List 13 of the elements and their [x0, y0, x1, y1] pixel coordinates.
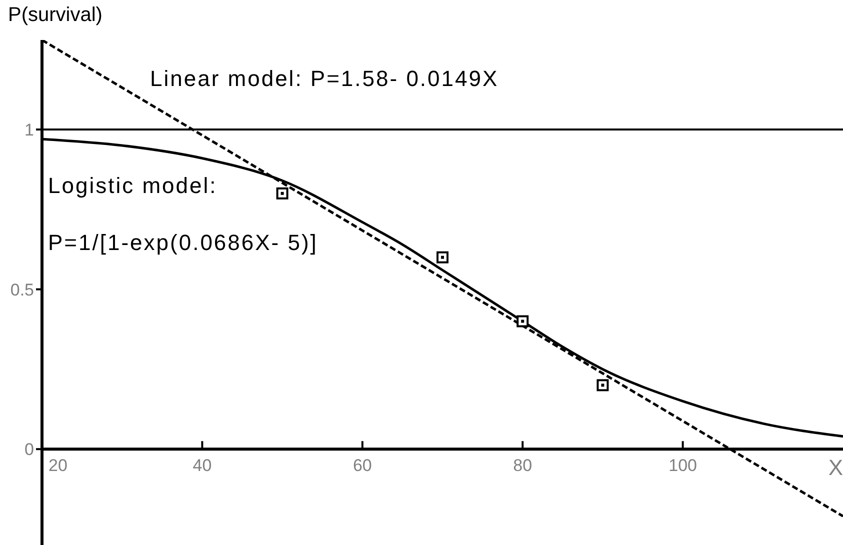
y-tick-label: 0	[24, 440, 34, 460]
y-axis-title: P(survival)	[8, 4, 102, 27]
y-tick-label: 0.5	[10, 280, 34, 300]
x-tick-label: 20	[48, 456, 68, 476]
annotation: Linear model: P=1.58- 0.0149X	[150, 66, 499, 92]
x-tick-label: 60	[352, 456, 372, 476]
x-tick-label: 100	[668, 456, 697, 476]
annotation: Logistic model:	[48, 173, 218, 199]
y-tick-label: 1	[24, 120, 34, 140]
x-axis-title: X	[828, 455, 843, 482]
x-tick-label: 40	[192, 456, 212, 476]
x-tick-label: 80	[513, 456, 532, 476]
annotation: P=1/[1-exp(0.0686X- 5)]	[48, 230, 318, 256]
